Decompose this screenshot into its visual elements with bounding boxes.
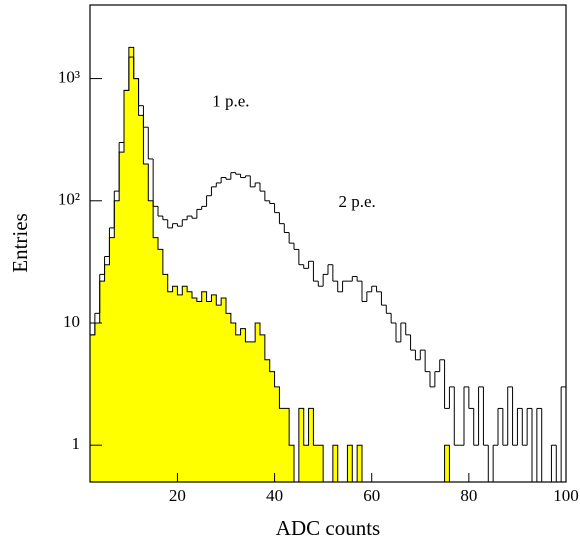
x-tick-label: 100 (553, 486, 579, 505)
y-tick-label: 10³ (58, 67, 80, 86)
bar (143, 163, 149, 483)
y-axis-label: Entries (8, 213, 32, 272)
bar (254, 322, 261, 483)
bar (99, 281, 106, 483)
bar (118, 152, 125, 483)
bar (220, 297, 227, 483)
bar (157, 249, 164, 483)
bar-outline (89, 46, 566, 483)
bar (313, 445, 319, 483)
bar (250, 341, 256, 483)
bar (230, 322, 237, 483)
bar (235, 334, 242, 483)
bar (138, 115, 144, 483)
y-tick-label: 10² (58, 190, 80, 209)
bar (225, 313, 232, 483)
bar (186, 291, 193, 483)
plot-frame (89, 4, 567, 483)
bar (148, 200, 154, 483)
bar (162, 274, 169, 483)
bar (109, 237, 115, 483)
bar (196, 301, 203, 483)
bar (216, 304, 222, 483)
bar (303, 445, 310, 483)
annotation: 1 p.e. (212, 91, 249, 110)
x-axis-label: ADC counts (276, 516, 380, 540)
bar (240, 328, 246, 483)
bar (128, 47, 135, 483)
bar (182, 286, 188, 483)
bar (104, 264, 110, 483)
bar (206, 301, 212, 483)
bar (279, 408, 285, 483)
bar (245, 341, 251, 483)
y-tick-label: 10 (63, 312, 80, 331)
bar (94, 322, 101, 483)
bar (114, 200, 120, 483)
bar (152, 237, 159, 483)
annotation: 2 p.e. (338, 192, 375, 211)
bar (133, 78, 140, 483)
x-tick-label: 20 (169, 486, 186, 505)
x-tick-label: 40 (266, 486, 283, 505)
bar (123, 90, 130, 483)
bar (211, 294, 217, 483)
bar (167, 291, 174, 483)
bar (89, 334, 96, 483)
bar (172, 286, 178, 483)
y-tick-label: 1 (72, 434, 81, 453)
bar (269, 371, 276, 483)
bar (191, 297, 198, 483)
bar (177, 294, 183, 483)
bar (264, 359, 271, 483)
x-tick-label: 80 (460, 486, 477, 505)
bar (201, 291, 208, 483)
x-tick-label: 60 (363, 486, 380, 505)
